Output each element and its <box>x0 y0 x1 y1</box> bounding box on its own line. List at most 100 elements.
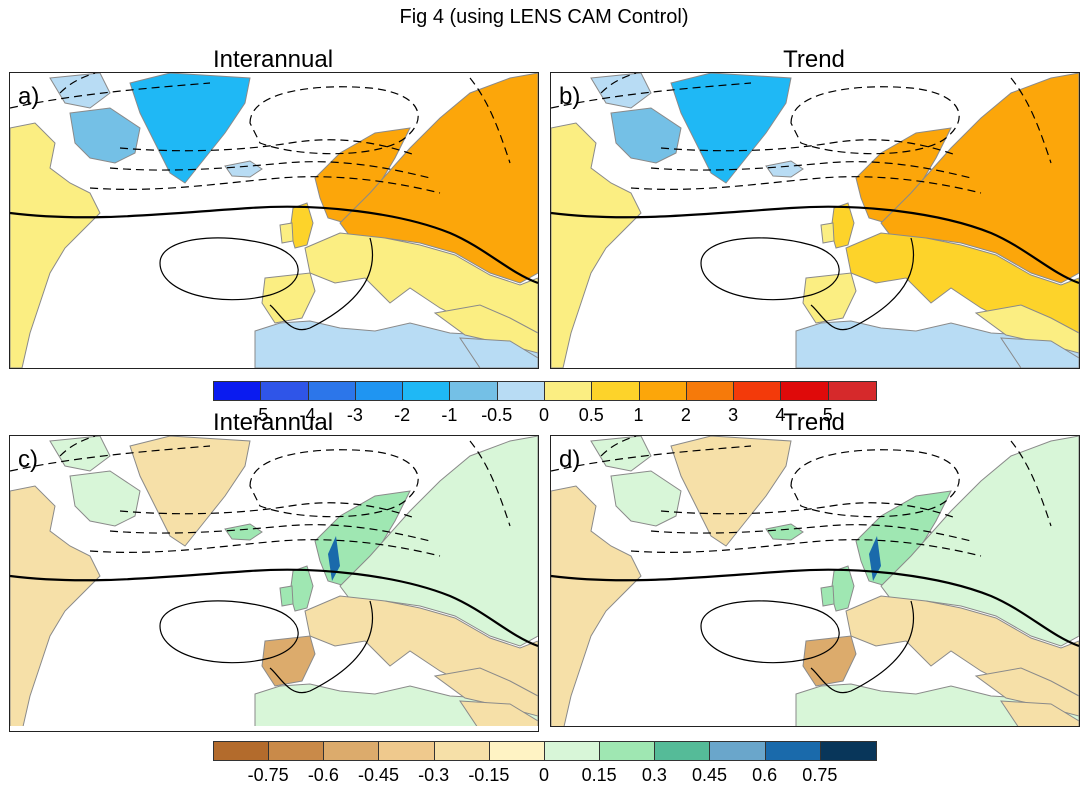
precip-colorbar-swatch <box>820 742 876 760</box>
pressure-contour <box>1010 77 1052 164</box>
panel-b-map: b) <box>550 72 1080 369</box>
landmass-northAmerica <box>551 122 642 368</box>
temperature-colorbar-tick-label: -5 <box>252 405 269 425</box>
precip-colorbar-tick-label: 0.15 <box>581 765 617 785</box>
pressure-contour <box>630 176 982 194</box>
panel-a-title: Interannual <box>212 46 334 73</box>
landmass-ireland <box>820 585 835 607</box>
precip-colorbar-tick-label: 0.6 <box>752 765 778 785</box>
pressure-contour <box>59 436 96 457</box>
landmass-ireland <box>820 222 835 244</box>
landmass-iberia <box>802 635 857 687</box>
precip-colorbar-swatch <box>489 742 545 760</box>
temperature-colorbar-labels: -5 -4 -3 -2 -1 -0.5 0 0.5 1 2 3 4 5 <box>213 405 875 429</box>
landmass-labrador <box>610 470 682 527</box>
landmass-iberia <box>261 635 316 687</box>
pressure-contour <box>269 600 374 694</box>
precip-colorbar-swatch <box>269 742 325 760</box>
pressure-contour <box>159 600 299 664</box>
landmass-eurasia <box>880 73 1079 284</box>
landmass-greenland <box>129 73 251 184</box>
pressure-contour <box>119 139 416 156</box>
figure-title: Fig 4 (using LENS CAM Control) <box>399 6 689 28</box>
panel-d-map: d) <box>550 435 1080 727</box>
temperature-colorbar-swatch <box>544 382 593 400</box>
precip-colorbar-swatch <box>324 742 380 760</box>
landmass-ireland <box>279 585 294 607</box>
landmass-iceland <box>224 523 263 541</box>
landmass-ireland <box>279 222 294 244</box>
precip-colorbar-tick-label: -0.45 <box>357 765 400 785</box>
temperature-colorbar-tick-label: 0.5 <box>578 405 604 425</box>
pressure-contour <box>249 86 419 155</box>
pressure-contour <box>10 82 211 109</box>
temperature-colorbar-swatch <box>355 382 404 400</box>
temperature-colorbar-swatch <box>686 382 735 400</box>
landmass-mideast <box>433 304 538 354</box>
pressure-contour <box>650 524 972 542</box>
panel-d-label: d) <box>559 446 581 473</box>
pressure-contour <box>810 600 915 694</box>
pressure-contour <box>551 568 1079 648</box>
pressure-contour <box>89 539 441 557</box>
precip-colorbar-swatch <box>434 742 490 760</box>
panel-c-map: c) <box>9 435 539 732</box>
precip-colorbar-swatch <box>379 742 435 760</box>
landmass-eurasia <box>880 436 1079 647</box>
temperature-colorbar-swatch <box>497 382 545 400</box>
pressure-contour <box>700 600 840 664</box>
pressure-contour <box>790 449 960 518</box>
panel-d-title: Trend <box>783 409 845 436</box>
temperature-colorbar-swatch <box>450 382 498 400</box>
landmass-eurasia <box>339 436 538 647</box>
pressure-contour <box>10 568 538 648</box>
precip-colorbar-tick-label: -0.6 <box>307 765 339 785</box>
temperature-colorbar-tick-label: -2 <box>394 405 411 425</box>
precip-colorbar-tick-label: 0 <box>538 765 550 785</box>
precip-colorbar-swatch <box>214 742 270 760</box>
temperature-colorbar-tick-label: 4 <box>775 405 786 425</box>
landmass-africa <box>795 320 1079 368</box>
temperature-colorbar <box>213 381 877 401</box>
landmass-iberia <box>802 272 857 324</box>
panel-c-label: c) <box>18 446 38 473</box>
landmass-arabia <box>459 700 538 726</box>
temperature-colorbar-tick-label: 3 <box>728 405 739 425</box>
landmass-labrador <box>610 107 682 164</box>
landmass-labrador <box>69 107 141 164</box>
landmass-labrador <box>69 470 141 527</box>
precip-colorbar-swatch <box>765 742 821 760</box>
pressure-contour <box>109 161 431 179</box>
precip-colorbar-labels: -0.75 -0.6 -0.45 -0.3 -0.15 0 0.15 0.3 0.45 0.6 0.… <box>213 765 875 789</box>
landmass-northAmerica <box>10 485 101 726</box>
landmass-arctic <box>590 73 652 109</box>
landmass-iberia <box>261 272 316 324</box>
pressure-contour <box>10 205 538 285</box>
landmass-arctic <box>49 73 111 109</box>
pressure-contour <box>469 440 511 527</box>
temperature-colorbar-tick-label: -0.5 <box>481 405 513 425</box>
heavy-precip-patch <box>869 536 881 581</box>
pressure-contour <box>630 539 982 557</box>
landmass-greenland <box>129 436 251 547</box>
landmass-northAmerica <box>551 485 642 726</box>
temperature-colorbar-tick-label: -3 <box>346 405 363 425</box>
panel-b-label: b) <box>559 83 581 110</box>
precip-colorbar-tick-label: 0.3 <box>641 765 667 785</box>
heavy-precip-patch <box>328 536 340 581</box>
pressure-contour <box>790 86 960 155</box>
landmass-arabia <box>1000 700 1079 726</box>
pressure-contour <box>249 449 419 518</box>
pressure-contour <box>810 237 915 331</box>
pressure-contour <box>89 176 441 194</box>
landmass-iceland <box>765 523 804 541</box>
pressure-contour <box>469 77 511 164</box>
temperature-colorbar-swatch <box>592 382 640 400</box>
pressure-contour <box>269 237 374 331</box>
pressure-contour <box>600 436 637 457</box>
landmass-iceland <box>765 160 804 178</box>
temperature-colorbar-tick-label: -4 <box>299 405 316 425</box>
pressure-contour <box>551 445 752 472</box>
pressure-contour <box>551 205 1079 285</box>
precip-colorbar-swatch <box>544 742 601 760</box>
